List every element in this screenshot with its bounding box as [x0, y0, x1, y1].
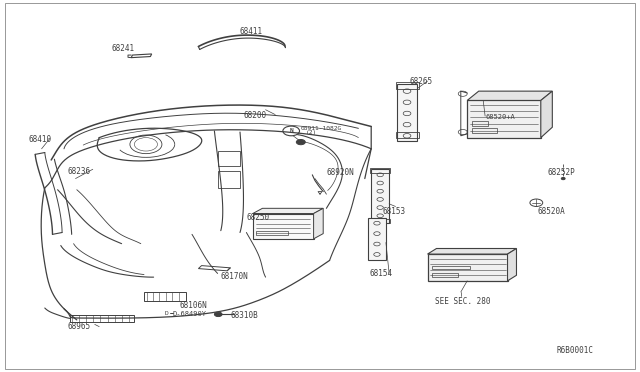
Text: (2): (2) [306, 130, 317, 135]
Text: 68154: 68154 [370, 269, 393, 278]
Bar [218, 171, 240, 188]
Text: 68241: 68241 [112, 44, 135, 53]
Bar [371, 169, 389, 223]
Text: 68153: 68153 [383, 207, 406, 216]
Polygon shape [541, 91, 552, 138]
Bar [370, 219, 390, 223]
Text: N: N [289, 128, 293, 134]
Polygon shape [314, 208, 323, 239]
Text: 68310B: 68310B [230, 311, 258, 320]
Bar [467, 100, 541, 138]
Text: 68520A: 68520A [538, 207, 565, 216]
Polygon shape [508, 248, 516, 281]
Bar [428, 254, 508, 281]
Text: 08911-1082G: 08911-1082G [301, 126, 342, 131]
Text: 68965: 68965 [67, 322, 90, 331]
Circle shape [561, 177, 565, 180]
Circle shape [296, 140, 305, 145]
Bar [396, 82, 419, 89]
Text: 68265: 68265 [410, 77, 433, 86]
Circle shape [214, 312, 222, 317]
Text: 68250: 68250 [246, 213, 269, 222]
Text: 68170N: 68170N [221, 272, 248, 280]
Text: SEE SEC. 280: SEE SEC. 280 [435, 297, 491, 306]
Text: 68520+A: 68520+A [485, 114, 515, 120]
Text: 68106N: 68106N [179, 301, 207, 310]
Text: R6B0001C: R6B0001C [557, 346, 594, 355]
Bar [218, 151, 240, 166]
Polygon shape [253, 208, 323, 214]
Polygon shape [467, 91, 552, 100]
Text: 68252P: 68252P [547, 169, 575, 177]
Bar [70, 315, 134, 322]
Bar [370, 168, 390, 173]
Bar [144, 292, 186, 301]
Text: 68236: 68236 [67, 167, 90, 176]
Bar [432, 266, 470, 269]
Text: 68920N: 68920N [326, 169, 354, 177]
Bar [396, 132, 419, 138]
Text: 68411: 68411 [240, 27, 263, 36]
Polygon shape [428, 248, 516, 254]
Bar [253, 214, 314, 239]
Text: 68410: 68410 [29, 135, 52, 144]
Bar [472, 121, 488, 126]
Text: D: D [165, 311, 169, 316]
Bar [368, 218, 386, 260]
Bar [397, 84, 417, 141]
Bar [256, 231, 288, 235]
Text: D-68490Y: D-68490Y [173, 311, 207, 317]
Text: 68200: 68200 [243, 111, 266, 120]
Bar [472, 128, 497, 133]
Bar [432, 273, 458, 277]
